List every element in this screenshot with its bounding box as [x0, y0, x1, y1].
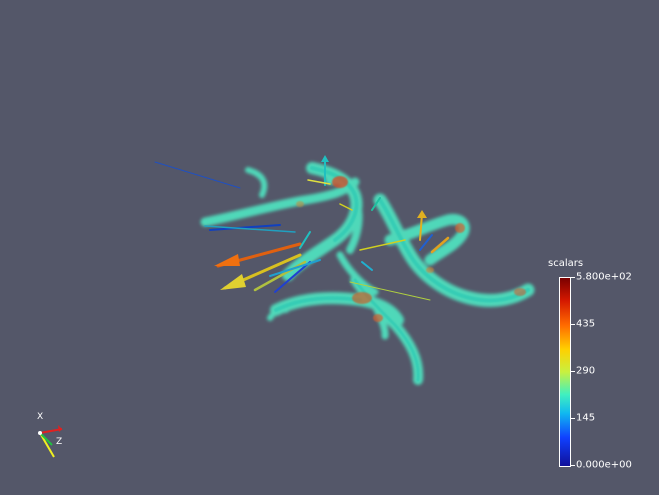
- scalar-label-min: 0.000e+00: [576, 459, 632, 471]
- scalar-colormap: [559, 277, 571, 467]
- scalar-label-max: 5.800e+02: [576, 271, 632, 283]
- scalar-label-145: 145: [576, 412, 596, 424]
- scalar-label-435: 435: [576, 318, 596, 330]
- scalar-bar-title: scalars: [548, 258, 584, 269]
- vessel-core: [274, 166, 530, 382]
- tick-145: [571, 418, 575, 419]
- hot-spots: [296, 176, 526, 322]
- scalar-bar-legend: scalars 5.800e+02 435 290 145 0.000e+00: [548, 258, 648, 473]
- tick-max: [571, 277, 575, 278]
- axis-z-label: Z: [56, 437, 63, 447]
- tick-min: [571, 465, 575, 466]
- orientation-axes[interactable]: X Z: [22, 405, 72, 465]
- tick-290: [571, 371, 575, 372]
- scalar-label-290: 290: [576, 365, 596, 377]
- tick-435: [571, 324, 575, 325]
- orientation-axes-icon: [38, 425, 63, 458]
- vector-glyphs: [154, 155, 450, 301]
- axis-x-label: X: [37, 412, 44, 422]
